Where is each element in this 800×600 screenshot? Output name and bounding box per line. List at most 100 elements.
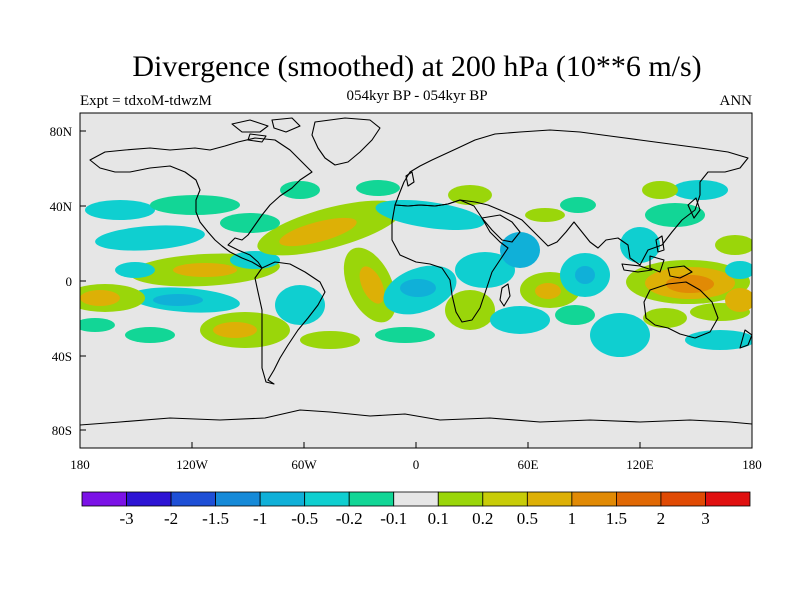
maritime-continent: [621, 235, 693, 279]
colorbar-box: [571, 491, 617, 507]
colorbar-label: -0.2: [336, 509, 363, 528]
field-patch: [173, 263, 237, 277]
colorbar-box: [81, 491, 127, 507]
arctic-islands: [231, 117, 301, 143]
field-patch: [725, 288, 752, 312]
experiment-label: Expt = tdxoM-tdwzM: [80, 93, 212, 109]
colorbar-box: [393, 491, 439, 507]
field-patch: [490, 306, 550, 334]
divergence-field: [80, 180, 752, 357]
madagascar-coast: [499, 283, 511, 307]
field-patch: [220, 213, 280, 233]
colorbar-label: 0.5: [517, 509, 538, 528]
field-patch: [560, 197, 596, 213]
field-patch: [153, 294, 203, 306]
north-america-coast: [89, 137, 313, 269]
lon-label: 120W: [176, 457, 209, 472]
lat-label: 0: [66, 274, 73, 289]
lat-label: 40N: [50, 199, 73, 214]
colorbar-label: -0.1: [380, 509, 407, 528]
period-subtitle: 054kyr BP - 054kyr BP: [346, 88, 488, 104]
field-patch: [375, 200, 485, 230]
colorbar-label: 0.1: [428, 509, 449, 528]
japan-coast: [687, 197, 701, 219]
field-patch: [85, 200, 155, 220]
colorbar-label: -3: [119, 509, 133, 528]
lon-label: 180: [742, 457, 762, 472]
page-title: Divergence (smoothed) at 200 hPa (10**6 …: [132, 50, 702, 83]
colorbar-box: [616, 491, 662, 507]
british-isles-coast: [405, 171, 415, 187]
field-patch: [115, 262, 155, 278]
field-patch: [80, 318, 115, 332]
colorbar-label: -2: [164, 509, 178, 528]
field-patch: [300, 331, 360, 349]
africa-coast: [391, 199, 509, 323]
field-patch: [356, 180, 400, 196]
colorbar-label: 1.5: [606, 509, 627, 528]
colorbar-box: [482, 491, 528, 507]
lon-label: 0: [413, 457, 420, 472]
field-patch: [620, 227, 660, 263]
season-label: ANN: [719, 93, 753, 109]
lat-label: 80N: [50, 124, 73, 139]
lon-label: 180: [70, 457, 90, 472]
colorbar-label: -0.5: [291, 509, 318, 528]
field-patch: [125, 327, 175, 343]
colorbar-box: [259, 491, 306, 507]
field-patch: [400, 279, 436, 297]
colorbar-label: -1.5: [202, 509, 229, 528]
lat-label: 80S: [52, 423, 72, 438]
field-patch: [150, 195, 240, 215]
field-patch: [95, 225, 205, 251]
field-patch: [643, 308, 687, 328]
colorbar: -3 -2 -1.5 -1 -0.5 -0.2 -0.1 0.1 0.2 0.5 1 1.5 2 3: [81, 491, 751, 528]
new-zealand-coast: [739, 329, 752, 349]
colorbar-box: [170, 491, 216, 507]
colorbar-box: [660, 491, 706, 507]
colorbar-label: 0.2: [472, 509, 493, 528]
greenland-coast: [311, 117, 381, 166]
colorbar-box: [526, 491, 573, 507]
colorbar-box: [705, 491, 751, 507]
field-patch: [535, 283, 561, 299]
field-patch: [590, 313, 650, 357]
lon-label: 60W: [291, 457, 317, 472]
field-patch: [455, 252, 515, 288]
field-patch: [715, 235, 752, 255]
lon-label: 120E: [626, 457, 654, 472]
field-patch: [359, 266, 385, 304]
field-patch: [500, 232, 540, 268]
field-patch: [213, 322, 257, 338]
latitude-axis: 80N 40N 0 40S 80S: [50, 124, 86, 438]
field-patch: [375, 327, 435, 343]
field-patch: [575, 266, 595, 284]
field-patch: [725, 261, 752, 279]
field-patch: [80, 290, 120, 306]
longitude-axis: 180 120W 60W 0 60E 120E 180: [70, 442, 762, 472]
colorbar-label: 1: [568, 509, 577, 528]
colorbar-label: 3: [701, 509, 710, 528]
south-america-coast: [254, 261, 326, 385]
colorbar-box: [215, 491, 261, 507]
field-patch: [275, 285, 325, 325]
lat-label: 40S: [52, 349, 72, 364]
colorbar-label: -1: [253, 509, 267, 528]
colorbar-box: [348, 491, 395, 507]
coastlines: [80, 117, 752, 426]
colorbar-box: [437, 491, 484, 507]
field-patch: [642, 181, 678, 199]
colorbar-label: 2: [657, 509, 666, 528]
field-patch: [280, 181, 320, 199]
antarctica-coast: [80, 409, 752, 426]
arabia-coast: [481, 214, 521, 243]
australia-coast: [643, 281, 719, 339]
field-patch: [279, 217, 357, 247]
field-patch: [525, 208, 565, 222]
colorbar-box: [304, 491, 350, 507]
eurasia-coast: [394, 129, 749, 266]
lon-label: 60E: [518, 457, 539, 472]
field-patch: [555, 305, 595, 325]
colorbar-box: [126, 491, 172, 507]
